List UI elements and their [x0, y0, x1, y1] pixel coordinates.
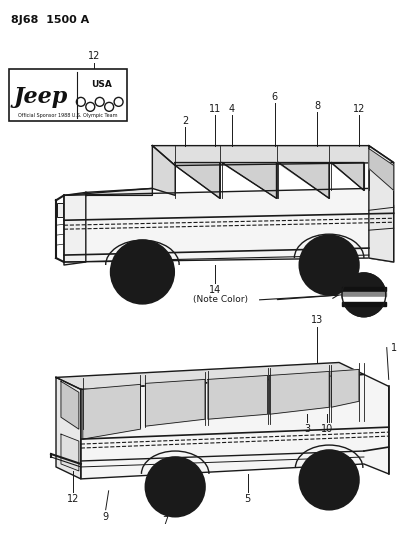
Polygon shape: [61, 434, 79, 471]
Polygon shape: [208, 375, 268, 419]
Text: 14: 14: [209, 285, 221, 295]
Text: 8J68  1500 A: 8J68 1500 A: [11, 15, 90, 25]
Polygon shape: [279, 163, 329, 198]
Circle shape: [135, 264, 151, 280]
Circle shape: [322, 473, 336, 487]
Polygon shape: [81, 375, 389, 479]
Polygon shape: [61, 382, 79, 429]
Polygon shape: [331, 369, 359, 407]
Bar: [342, 292, 386, 296]
Circle shape: [156, 468, 194, 506]
Polygon shape: [369, 149, 394, 190]
Text: Official Sponsor 1988 U.S. Olympic Team: Official Sponsor 1988 U.S. Olympic Team: [18, 114, 118, 118]
Polygon shape: [56, 362, 364, 389]
Polygon shape: [86, 188, 152, 196]
Text: 6: 6: [271, 92, 277, 102]
Text: 1: 1: [390, 343, 397, 352]
Text: 13: 13: [311, 314, 324, 325]
Bar: [342, 302, 386, 306]
Polygon shape: [152, 146, 175, 196]
Text: 12: 12: [67, 494, 79, 504]
Bar: [57, 203, 63, 217]
Text: 10: 10: [321, 424, 333, 434]
Circle shape: [299, 235, 359, 295]
Circle shape: [122, 252, 162, 292]
Circle shape: [310, 461, 348, 499]
Text: 5: 5: [244, 494, 251, 504]
Bar: [342, 287, 386, 291]
Circle shape: [168, 480, 182, 494]
Circle shape: [299, 450, 359, 510]
Text: 9: 9: [102, 512, 109, 522]
Polygon shape: [270, 372, 329, 414]
Text: USA: USA: [91, 80, 112, 90]
Text: 12: 12: [88, 51, 100, 61]
Polygon shape: [145, 379, 205, 426]
Polygon shape: [331, 163, 364, 190]
Bar: [9, 69, 126, 121]
Polygon shape: [152, 146, 394, 166]
Text: Jeep: Jeep: [14, 86, 68, 108]
Text: 11: 11: [209, 104, 221, 114]
Text: 8: 8: [314, 101, 320, 111]
Circle shape: [342, 273, 386, 317]
Text: 4: 4: [229, 104, 235, 114]
Circle shape: [145, 457, 205, 516]
Bar: [342, 297, 386, 301]
Polygon shape: [369, 146, 394, 262]
Polygon shape: [175, 163, 220, 198]
Circle shape: [310, 246, 348, 284]
Text: 2: 2: [182, 116, 188, 126]
Circle shape: [111, 240, 174, 304]
Text: 3: 3: [304, 424, 310, 434]
Polygon shape: [83, 384, 140, 439]
Text: (Note Color): (Note Color): [193, 295, 248, 304]
Polygon shape: [56, 377, 81, 479]
Text: 7: 7: [162, 515, 169, 526]
Text: 12: 12: [353, 104, 365, 114]
Polygon shape: [64, 188, 394, 262]
Circle shape: [322, 258, 336, 272]
Polygon shape: [64, 192, 86, 265]
Polygon shape: [222, 163, 277, 198]
